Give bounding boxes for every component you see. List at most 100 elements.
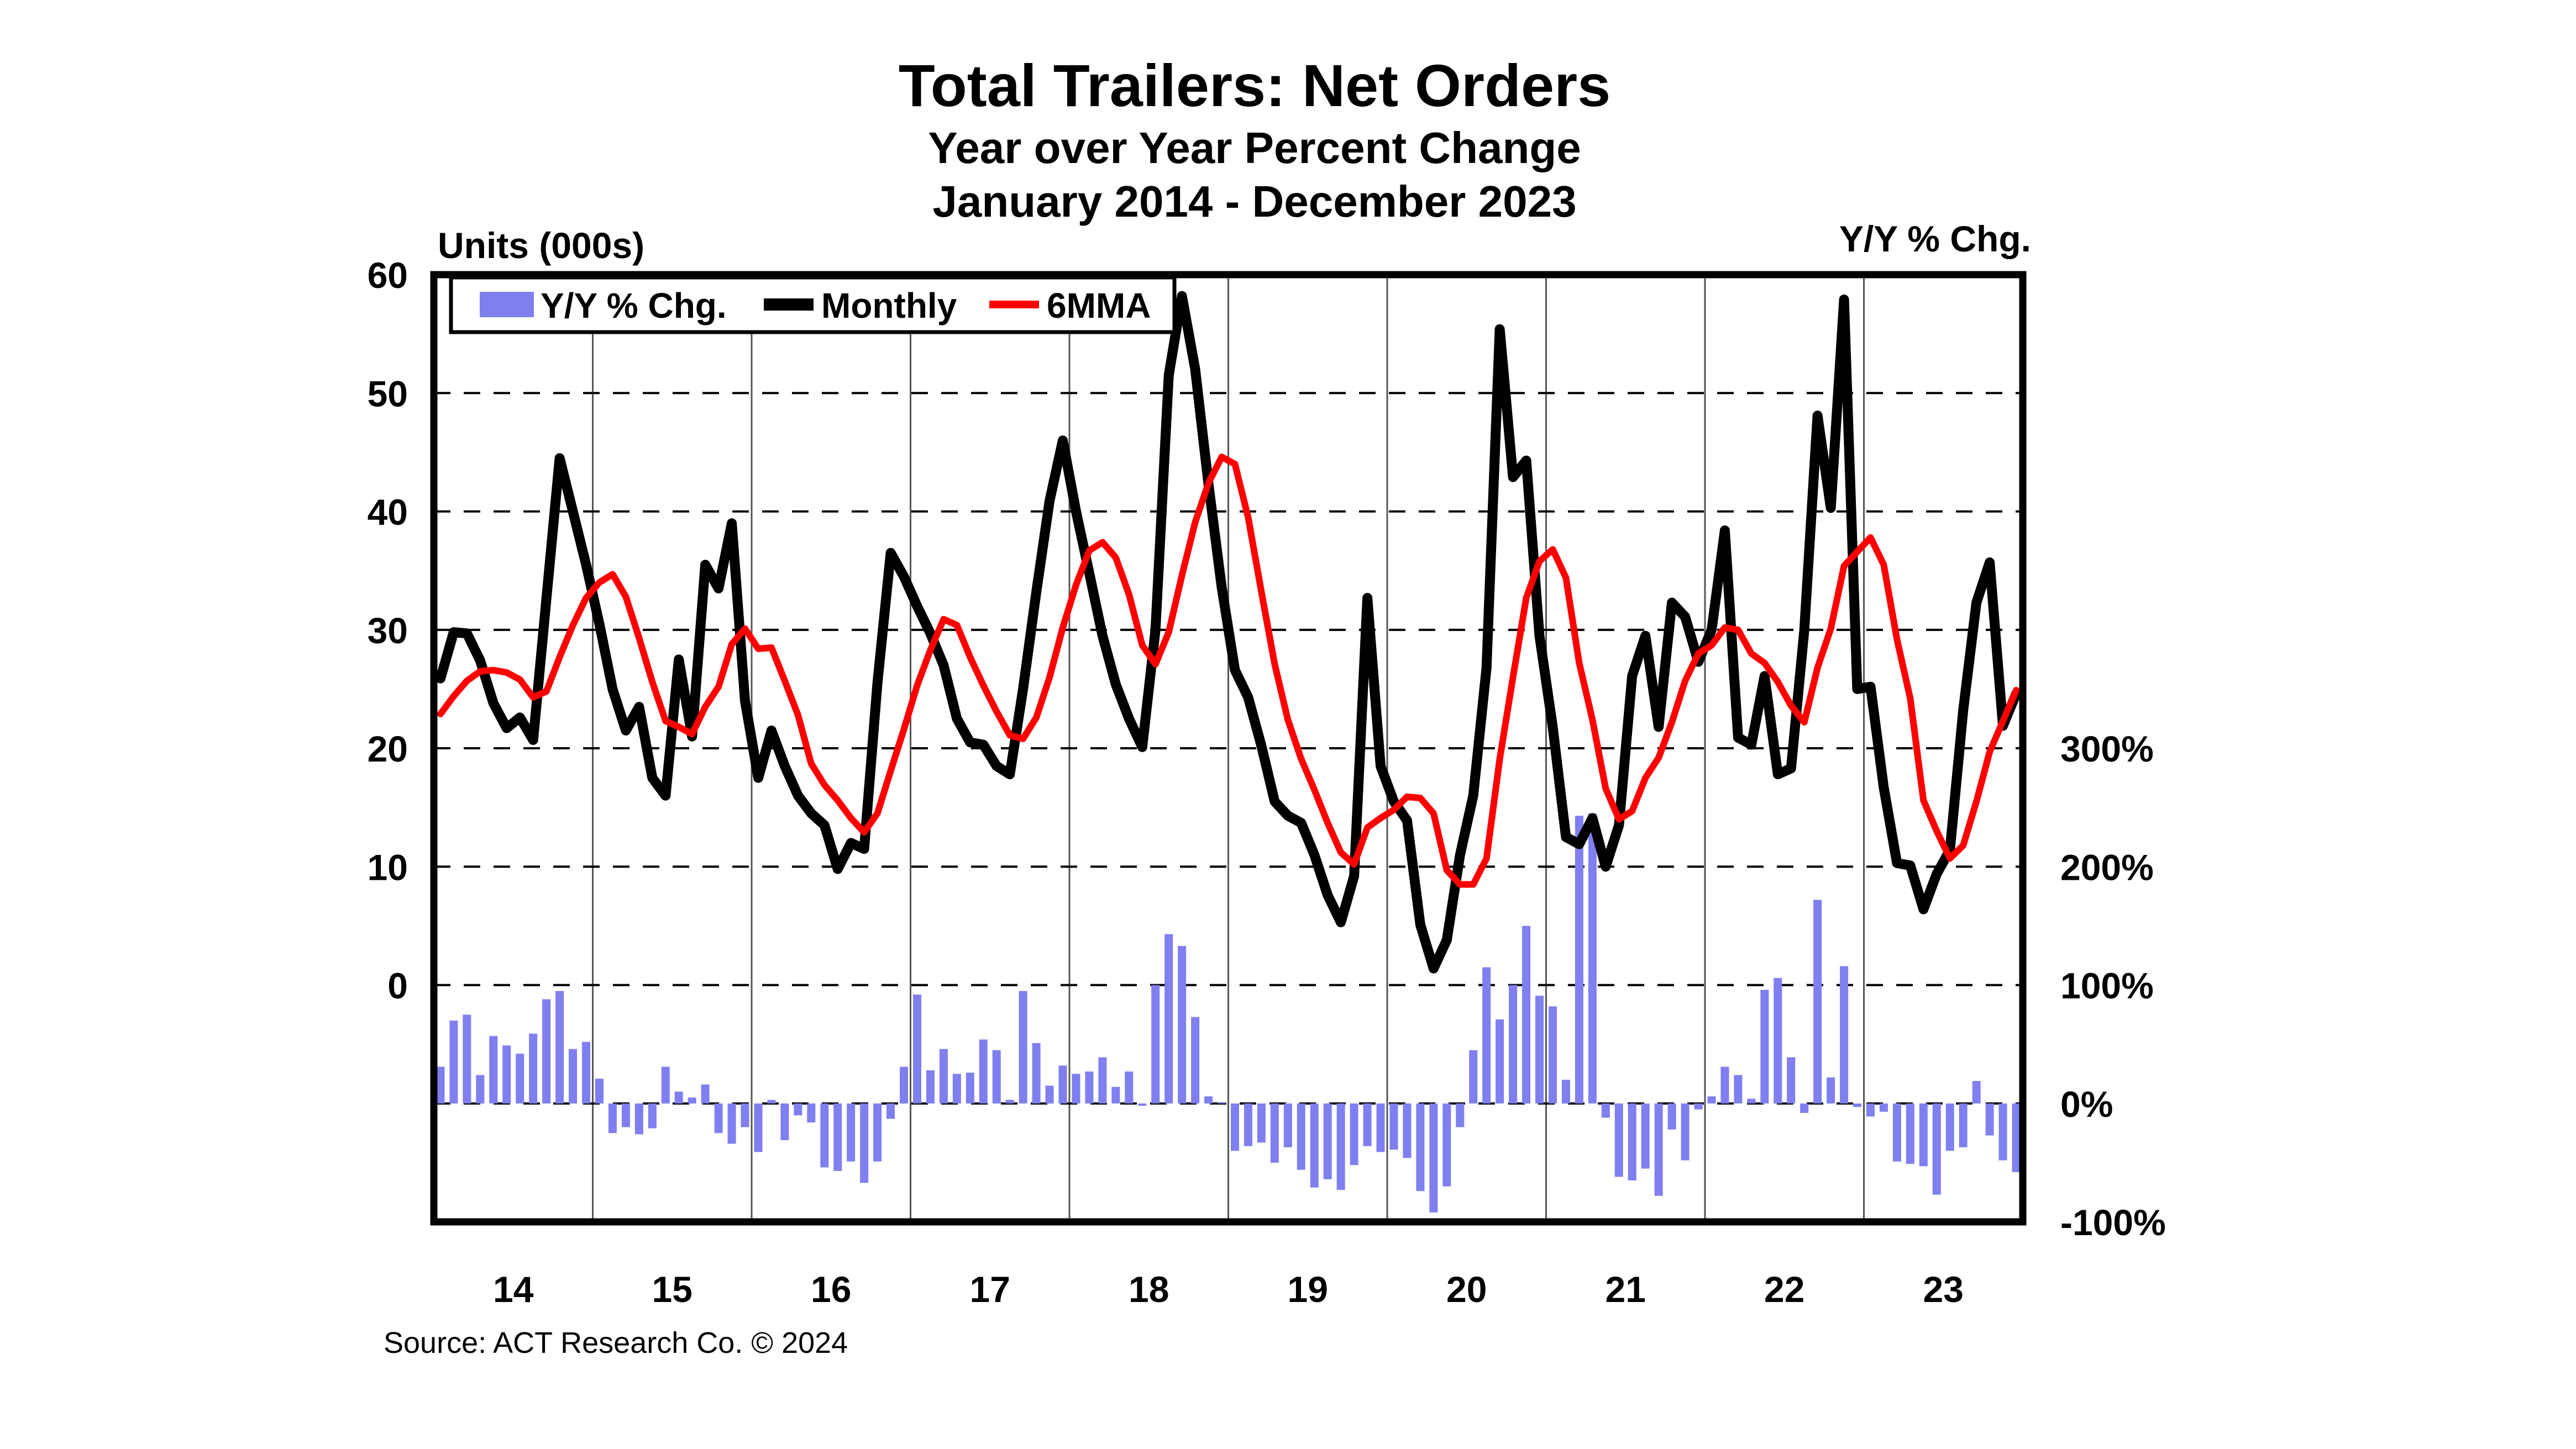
yoy-bar [569, 1049, 578, 1104]
monthly-line [436, 291, 2021, 974]
yoy-bar [860, 1103, 869, 1183]
yoy-bar [1734, 1075, 1743, 1104]
year-label: 23 [1923, 1269, 1964, 1310]
yoy-bar [1323, 1103, 1332, 1179]
yoy-bar [794, 1103, 802, 1116]
yoy-bar [1827, 1077, 1835, 1104]
yoy-bar [886, 1103, 895, 1119]
yoy-bar [926, 1070, 935, 1104]
yoy-bar [661, 1067, 670, 1104]
yoy-bar [1998, 1103, 2007, 1161]
year-label: 18 [1129, 1269, 1169, 1310]
yoy-bar [1561, 1079, 1570, 1104]
legend-label-6mma: 6MMA [1047, 286, 1151, 326]
left-tick-label: 20 [368, 728, 408, 769]
yoy-bar [1720, 1067, 1729, 1104]
year-label: 15 [652, 1269, 692, 1310]
yoy-bar [1482, 967, 1491, 1104]
yoy-bar [939, 1049, 948, 1104]
yoy-bar [516, 1053, 524, 1104]
yoy-bar [1628, 1103, 1636, 1181]
yoy-bar [1694, 1103, 1703, 1110]
yoy-bar [1350, 1103, 1358, 1166]
right-axis-ticks: 300% 200% 100% 0% -100% [2060, 728, 2166, 1243]
yoy-bar [1019, 991, 1027, 1104]
year-label: 19 [1288, 1269, 1328, 1310]
yoy-bar [1945, 1103, 1954, 1151]
yoy-bar [476, 1075, 485, 1104]
x-axis-year-labels: 14 15 16 17 18 19 20 21 22 23 [493, 1269, 1964, 1310]
year-label: 16 [811, 1269, 851, 1310]
yoy-bar [1614, 1103, 1623, 1177]
yoy-bar [621, 1103, 630, 1127]
yoy-bar [1376, 1103, 1385, 1152]
year-label: 21 [1606, 1269, 1646, 1310]
yoy-bar [1005, 1100, 1014, 1104]
yoy-bar [502, 1045, 511, 1104]
legend-label-monthly: Monthly [821, 286, 957, 326]
yoy-bar [1853, 1103, 1862, 1107]
yoy-bar [1072, 1074, 1080, 1104]
yoy-bar [1707, 1096, 1716, 1104]
yoy-bar [1230, 1103, 1239, 1151]
yoy-bar [1204, 1096, 1213, 1104]
yoy-bar [1336, 1103, 1345, 1190]
yoy-bar [833, 1103, 842, 1171]
yoy-bar [688, 1098, 696, 1104]
yoy-bar [1032, 1043, 1041, 1104]
yoy-bar [1058, 1065, 1067, 1104]
yoy-bar [1747, 1099, 1756, 1104]
yoy-bar [714, 1103, 723, 1133]
yoy-bar [900, 1067, 909, 1104]
left-tick-label: 10 [368, 847, 408, 888]
frame-rect [430, 271, 2027, 1226]
yoy-bar [1919, 1103, 1928, 1167]
yoy-bar [1456, 1103, 1465, 1127]
yoy-bar [1469, 1050, 1478, 1104]
legend-swatch-yoy [480, 292, 534, 317]
right-tick-label: 300% [2060, 728, 2154, 769]
chart-title: Total Trailers: Net Orders [899, 52, 1610, 119]
year-gridlines [592, 275, 1865, 1222]
yoy-bar [979, 1040, 988, 1104]
yoy-bar [1218, 1102, 1226, 1104]
right-tick-label: 200% [2060, 847, 2154, 888]
yoy-bar [1442, 1103, 1451, 1186]
yoy-bar [1191, 1017, 1200, 1104]
yoy-bar [820, 1103, 829, 1168]
yoy-percent-bars [436, 813, 2021, 1212]
yoy-bar [1681, 1103, 1690, 1161]
yoy-bar [608, 1103, 617, 1133]
right-axis-label: Y/Y % Chg. [1839, 218, 2031, 259]
yoy-bar [1760, 990, 1769, 1104]
left-axis-ticks: 60 50 40 30 20 10 0 [368, 255, 408, 1006]
yoy-bar [1800, 1103, 1809, 1113]
yoy-bar [727, 1103, 736, 1144]
yoy-bar [1283, 1103, 1292, 1148]
year-label: 20 [1446, 1269, 1487, 1310]
left-axis-label: Units (000s) [438, 225, 644, 266]
year-label: 22 [1764, 1269, 1804, 1310]
yoy-bar [1892, 1103, 1901, 1162]
yoy-bar [1151, 985, 1160, 1104]
yoy-bar [701, 1084, 710, 1104]
right-tick-label: -100% [2060, 1202, 2166, 1243]
yoy-bar [1045, 1085, 1054, 1104]
yoy-bar [1363, 1103, 1372, 1146]
yoy-bar [1601, 1103, 1610, 1118]
left-tick-label: 40 [368, 492, 408, 533]
yoy-bar [767, 1100, 776, 1104]
yoy-bar [1959, 1103, 1968, 1148]
year-label: 14 [493, 1269, 534, 1310]
yoy-bar [1389, 1103, 1398, 1150]
6mma-line [437, 453, 2019, 888]
horizontal-gridlines [434, 392, 2023, 1105]
yoy-bar [1509, 985, 1518, 1104]
yoy-bar [1244, 1103, 1252, 1146]
yoy-bar [1667, 1103, 1676, 1130]
6mma-path [437, 453, 2019, 888]
yoy-bar [1310, 1103, 1319, 1188]
yoy-bar [1813, 900, 1822, 1104]
